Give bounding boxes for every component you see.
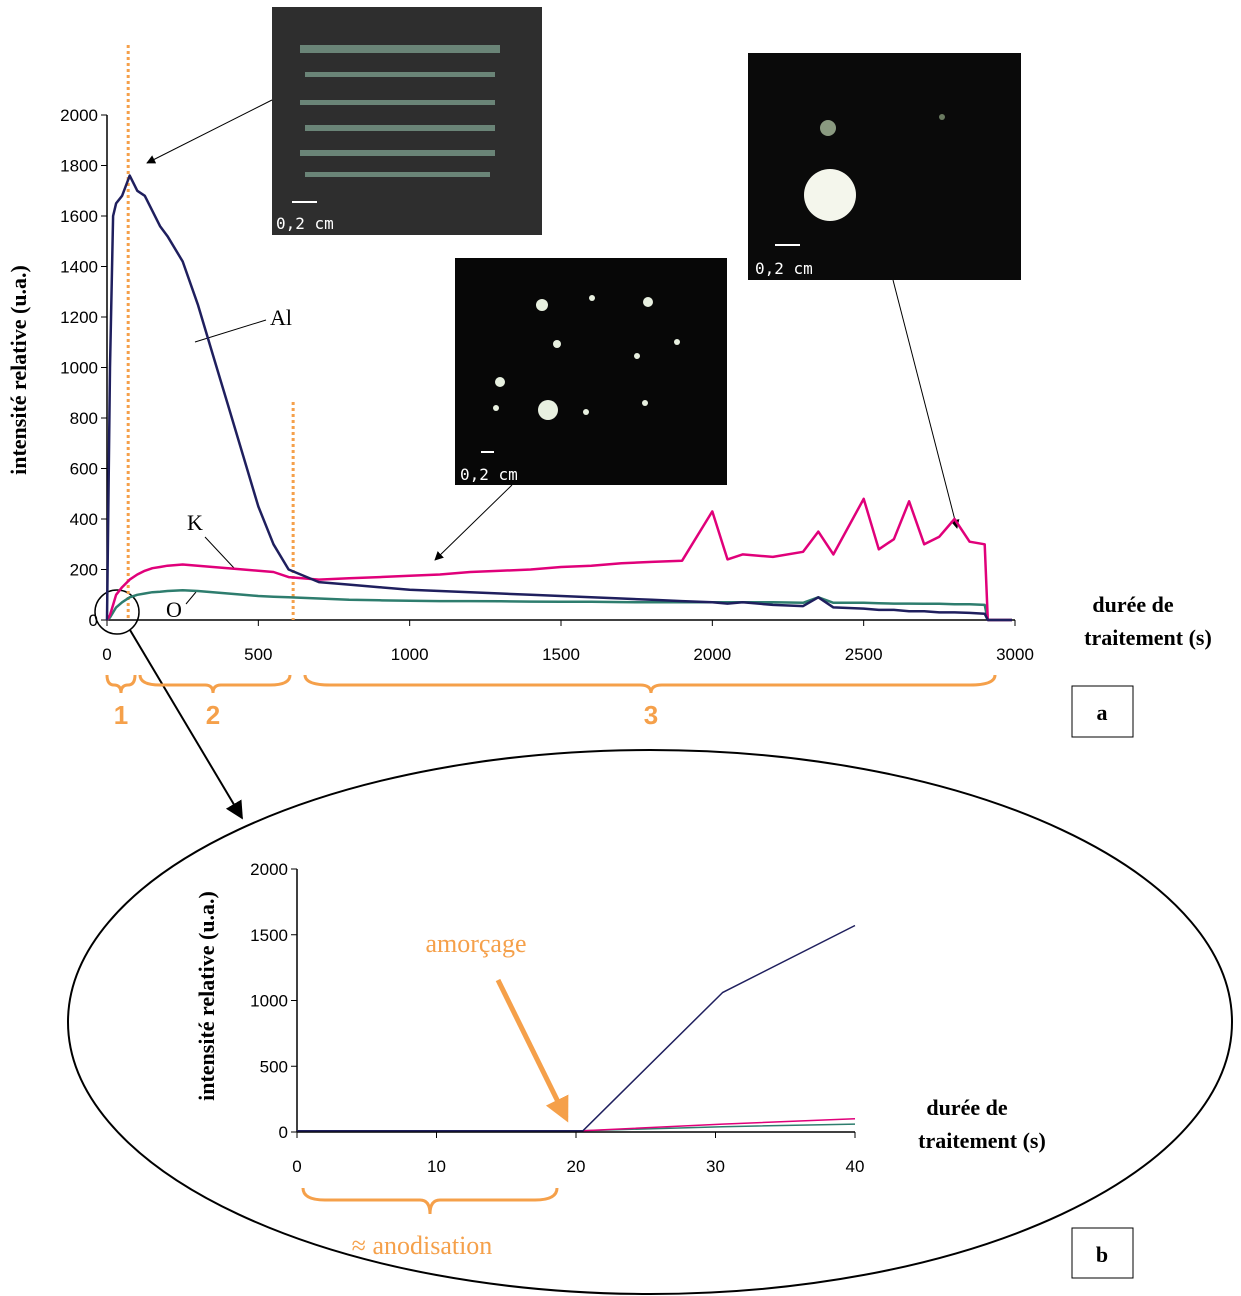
x-tick-label: 0: [292, 1157, 301, 1176]
region-braces: [105, 674, 997, 694]
annotation: amorçage: [425, 929, 526, 958]
inset-arrow: [434, 484, 513, 561]
panel-box: [1071, 685, 1134, 738]
x-tick-label: 3000: [996, 645, 1034, 664]
x-tick-label: 1000: [391, 645, 429, 664]
inset-2: 0,2 cm: [455, 258, 727, 485]
series-line: [297, 924, 856, 1132]
y-tick-label: 1000: [250, 992, 288, 1011]
x-tick-label: 20: [567, 1157, 586, 1176]
series-label: K: [187, 510, 203, 535]
y-tick-label: 1500: [250, 926, 288, 945]
inset-1: 0,2 cm: [272, 7, 542, 235]
x-tick-label: 2000: [693, 645, 731, 664]
x-tick-label: 30: [706, 1157, 725, 1176]
x-axis-label: traitement (s): [1084, 625, 1212, 650]
leader-line: [185, 591, 197, 605]
inset-arrow: [892, 279, 960, 529]
x-tick-label: 40: [846, 1157, 865, 1176]
series-label: Al: [270, 305, 292, 330]
series-label: O: [166, 597, 182, 622]
y-tick-label: 800: [70, 409, 98, 428]
brace: [301, 1187, 559, 1215]
inset-3: 0,2 cm: [748, 53, 1021, 280]
x-axis-label: durée de: [926, 1095, 1008, 1120]
series-line: [105, 174, 1012, 622]
series-line: [297, 1123, 856, 1132]
y-tick-label: 0: [279, 1123, 288, 1142]
y-tick-label: 1200: [60, 308, 98, 327]
x-tick-label: 0: [102, 645, 111, 664]
zoom-circle: [94, 589, 140, 635]
scale-label: 0,2 cm: [460, 465, 518, 484]
y-tick-label: 2000: [250, 860, 288, 879]
inset-arrow: [146, 99, 273, 164]
panel-label: a: [1097, 700, 1108, 725]
annotation-arrow: [495, 978, 569, 1123]
y-tick-label: 2000: [60, 106, 98, 125]
series-line: [106, 588, 1012, 622]
y-tick-label: 600: [70, 460, 98, 479]
scale-label: 0,2 cm: [755, 259, 813, 278]
y-axis-label: intensité relative (u.a.): [194, 891, 219, 1101]
y-tick-label: 1000: [60, 359, 98, 378]
series-line: [297, 1118, 856, 1132]
region-label: 3: [644, 700, 658, 730]
scale-label: 0,2 cm: [276, 214, 334, 233]
annotation: ≈ anodisation: [352, 1231, 493, 1260]
series-line: [105, 497, 1012, 622]
x-tick-label: 500: [244, 645, 272, 664]
y-tick-label: 1400: [60, 258, 98, 277]
x-tick-label: 2500: [845, 645, 883, 664]
x-tick-label: 1500: [542, 645, 580, 664]
y-tick-label: 1600: [60, 207, 98, 226]
x-tick-label: 10: [427, 1157, 446, 1176]
y-tick-label: 500: [260, 1057, 288, 1076]
y-tick-label: 0: [89, 611, 98, 630]
leader-line: [204, 536, 235, 569]
panel-label: b: [1096, 1242, 1108, 1267]
region-label: 2: [206, 700, 220, 730]
x-axis-label: traitement (s): [918, 1128, 1046, 1153]
y-tick-label: 400: [70, 510, 98, 529]
region-label: 1: [114, 700, 128, 730]
y-tick-label: 200: [70, 561, 98, 580]
y-axis-label: intensité relative (u.a.): [6, 265, 31, 475]
zoom-ellipse: [67, 749, 1233, 1295]
x-axis-label: durée de: [1092, 592, 1174, 617]
zoom-arrow: [129, 629, 243, 820]
y-tick-label: 1800: [60, 157, 98, 176]
panel-box: [1071, 1227, 1134, 1279]
